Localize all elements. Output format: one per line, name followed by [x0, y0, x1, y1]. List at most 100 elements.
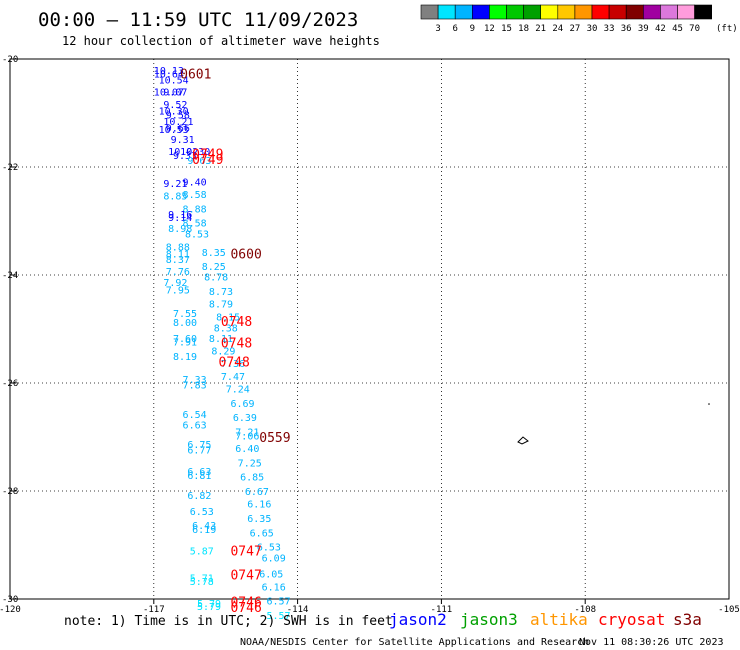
pass-time-label: 0559 [259, 431, 290, 446]
wave-height-label: 10.54 [159, 76, 189, 87]
wave-height-label: 9.14 [168, 213, 192, 224]
pass-time-label: 0748 [221, 337, 252, 352]
colorbar-label: 15 [501, 24, 512, 34]
wave-height-label: 6.67 [245, 487, 269, 498]
colorbar-label: 30 [587, 24, 598, 34]
wave-height-label: 6.53 [257, 543, 281, 554]
colorbar-label: 45 [672, 24, 683, 34]
wave-height-label: 5.79 [197, 602, 221, 613]
wave-height-label: 7.95 [166, 286, 190, 297]
colorbar-swatch [677, 4, 695, 20]
wave-height-label: 7.21 [235, 428, 259, 439]
wave-height-label: 5.79 [197, 599, 221, 610]
satellite-legend-altika: altika [530, 610, 588, 629]
x-tick-label: -111 [431, 605, 453, 615]
wave-height-label: 9.21 [163, 179, 187, 190]
wave-height-label: 9.16 [168, 210, 192, 221]
wave-height-values: 10.1310.6410.5410.079.079.5210.309.5810.… [154, 66, 291, 622]
wave-height-label: 10.30 [159, 106, 189, 117]
x-tick-label: -105 [718, 605, 740, 615]
colorbar-swatch [471, 4, 490, 20]
satellite-legend-cryosat: cryosat [598, 610, 665, 629]
wave-height-label: 5.78 [190, 577, 214, 588]
y-tick-label: -22 [2, 163, 18, 173]
wave-height-label: 8.38 [214, 323, 238, 334]
colorbar-swatch [660, 4, 678, 20]
colorbar-swatch [608, 4, 627, 20]
colorbar-label: 27 [569, 24, 580, 34]
wave-height-label: 10.02 [168, 147, 198, 158]
wave-height-label: 7.24 [226, 384, 250, 395]
satellite-legend-jason3: jason3 [460, 610, 518, 629]
wave-height-label: 6.05 [259, 570, 283, 581]
colorbar-label: 70 [689, 24, 700, 34]
wave-height-label: 5.57 [266, 611, 290, 622]
pass-time-label: 0747 [230, 569, 261, 584]
wave-height-label: 6.75 [187, 440, 211, 451]
y-tick-label: -26 [2, 379, 18, 389]
colorbar-swatch [454, 4, 473, 20]
wave-height-label: 8.19 [173, 352, 197, 363]
wave-height-label: 6.82 [187, 491, 211, 502]
wave-height-label: 8.37 [166, 255, 190, 266]
colorbar-swatch [642, 4, 661, 20]
wave-height-label: 6.85 [240, 472, 264, 483]
y-axis-ticks: -20 -22 -24 -26 -28 -30 [2, 55, 18, 605]
colorbar-label: 12 [484, 24, 495, 34]
wave-height-label: 9.58 [166, 111, 190, 122]
wave-height-label: 6.43 [192, 521, 216, 532]
wave-height-label: 9.07 [163, 87, 187, 98]
x-tick-label: -120 [0, 605, 21, 615]
wave-height-label: 8.85 [163, 192, 187, 203]
wave-height-label: 5.71 [190, 573, 214, 584]
plot-grid [10, 59, 729, 604]
wave-height-label: 7.76 [166, 267, 190, 278]
colorbar-label: 21 [535, 24, 546, 34]
plot-frame [9, 58, 730, 600]
wave-height-label: 7.55 [173, 309, 197, 320]
wave-height-label: 9.52 [163, 100, 187, 111]
wave-height-label: 8.11 [166, 249, 190, 260]
colorbar-swatch [523, 4, 541, 20]
wave-height-label: 6.69 [230, 399, 254, 410]
island-dot [708, 403, 710, 405]
pass-time-label: 0746 [230, 601, 261, 616]
y-tick-label: -28 [2, 487, 18, 497]
pass-time-label: 0748 [221, 315, 252, 330]
chart-subtitle: 12 hour collection of altimeter wave hei… [62, 34, 380, 48]
x-axis-ticks: -120 -117 -114 -111 -108 -105 [0, 605, 740, 615]
wave-height-label: 8.15 [216, 313, 240, 324]
satellite-legend-jason2: jason2 [389, 610, 447, 629]
wave-height-label: 6.35 [247, 514, 271, 525]
wave-height-label: 7.33 [183, 375, 207, 386]
wave-height-label: 10.21 [163, 117, 193, 128]
wave-height-label: 7.06 [235, 431, 259, 442]
wave-height-label: 6.16 [262, 583, 286, 594]
colorbar-swatch [506, 4, 524, 20]
colorbar-label: 9 [470, 24, 475, 34]
wave-height-label: 10.07 [154, 87, 184, 98]
colorbar-label: 6 [452, 24, 457, 34]
wave-height-label: 5.87 [190, 546, 214, 557]
wave-height-label: 6.39 [233, 413, 257, 424]
wave-height-label: 8.79 [209, 300, 233, 311]
wave-height-label: 7.47 [221, 372, 245, 383]
pass-time-label: 0746 [230, 596, 261, 611]
pass-time-label: 0748 [219, 355, 250, 370]
colorbar-swatch [591, 4, 610, 20]
wave-height-label: 10.53 [159, 125, 189, 136]
wave-height-label: 7.60 [173, 334, 197, 345]
wave-height-label: 6.77 [187, 445, 211, 456]
wave-height-label: 8.73 [209, 287, 233, 298]
wave-height-label: 9.31 [171, 135, 195, 146]
wave-height-label: 6.81 [187, 471, 211, 482]
y-tick-label: -30 [2, 595, 18, 605]
wave-height-label: 6.40 [235, 444, 259, 455]
x-tick-label: -108 [574, 605, 596, 615]
colorbar-label: 42 [655, 24, 666, 34]
pass-time-label: 0600 [230, 247, 261, 262]
wave-height-label: 8.88 [183, 205, 207, 216]
satellite-legend-s3a: s3a [673, 610, 702, 629]
footer-credit: NOAA/NESDIS Center for Satellite Applica… [240, 637, 589, 648]
